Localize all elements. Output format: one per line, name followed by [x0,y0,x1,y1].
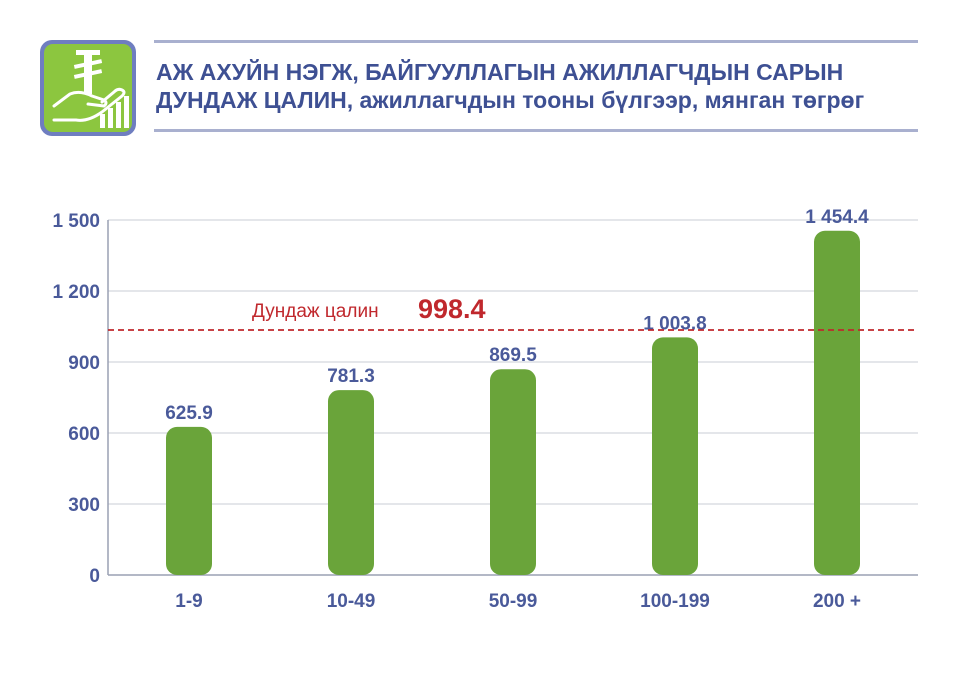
bar [328,390,374,575]
y-tick-label: 900 [68,353,100,374]
x-tick-label: 10-49 [327,591,376,612]
y-tick-label: 1 200 [52,282,100,303]
x-tick-label: 50-99 [489,591,538,612]
bar-value-label: 781.3 [327,366,375,387]
title-line-2-strong: ДУНДАЖ ЦАЛИН, [156,87,354,113]
page-title: АЖ АХУЙН НЭГЖ, БАЙГУУЛЛАГЫН АЖИЛЛАГЧДЫН … [156,58,916,114]
average-label: Дундаж цалин [252,301,379,322]
bar [814,230,860,576]
bar-value-label: 1 454.4 [805,207,869,228]
header-bottom-rule [154,129,918,132]
title-line-2: ДУНДАЖ ЦАЛИН, ажиллагчдын тооны бүлгээр,… [156,86,916,114]
bar [490,369,536,575]
header-top-rule [154,40,918,43]
y-tick-label: 0 [89,566,100,587]
bar [652,337,698,575]
average-value: 998.4 [418,294,486,324]
x-tick-label: 1-9 [175,591,202,612]
y-tick-label: 300 [68,495,100,516]
title-line-1: АЖ АХУЙН НЭГЖ, БАЙГУУЛЛАГЫН АЖИЛЛАГЧДЫН … [156,59,844,85]
bar-value-label: 869.5 [489,345,537,366]
x-tick-label: 200 + [813,591,861,612]
bar-value-label: 1 003.8 [643,313,706,334]
bar [166,426,212,575]
tugrik-hand-chart-icon [40,40,136,136]
y-tick-label: 1 500 [52,211,100,232]
bar-value-label: 625.9 [165,403,213,424]
y-tick-label: 600 [68,424,100,445]
title-line-2-rest: ажиллагчдын тооны бүлгээр, мянган төгрөг [353,87,865,113]
x-tick-label: 100-199 [640,591,710,612]
